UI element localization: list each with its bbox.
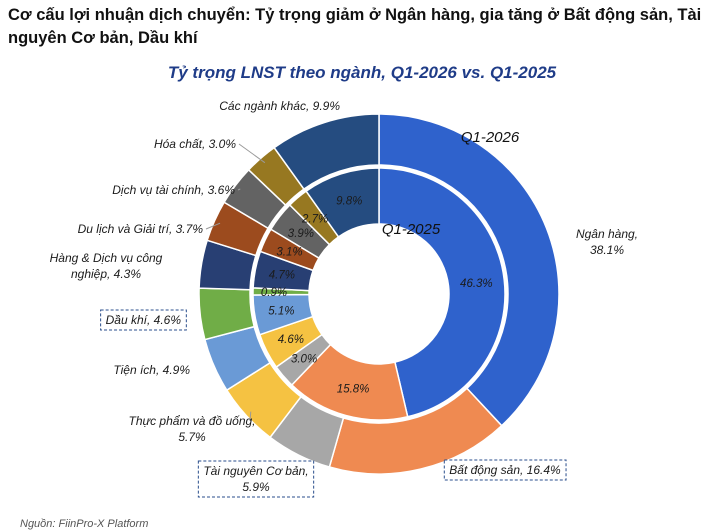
leader-line-thuc-pham-va-do-uong	[249, 411, 252, 422]
inner-slice-ngan-hang	[378, 167, 506, 418]
outer-label-line: Hàng & Dịch vụ công	[50, 251, 163, 265]
outer-label-dau-khi: Dầu khí, 4.6%	[100, 309, 187, 331]
headline: Cơ cấu lợi nhuận dịch chuyển: Tỷ trọng g…	[8, 6, 702, 47]
leader-line-du-lich-va-giai-tri	[205, 222, 221, 230]
outer-label-text: Dầu khí, 4.6%	[106, 313, 182, 327]
outer-ring	[198, 113, 560, 475]
outer-label-text: Bất động sản, 16.4%	[449, 463, 561, 477]
outer-label-tai-nguyen-co-ban: Tài nguyên Cơ bản, 5.9%	[197, 460, 315, 498]
label-highlight-box	[443, 459, 567, 481]
outer-label-hang-dich-vu-cong-nghiep: Hàng & Dịch vụ công nghiệp, 4.3%	[50, 251, 163, 281]
inner-label-bat-dong-san: 15.8%	[337, 384, 370, 396]
outer-label-text: Hóa chất, 3.0%	[154, 137, 236, 151]
outer-label-text: Dịch vụ tài chính, 3.6%	[112, 183, 235, 197]
outer-label-line: 38.1%	[590, 243, 624, 257]
label-highlight-box	[197, 460, 315, 498]
inner-label-hang-dich-vu-cong-nghiep: 4.7%	[269, 270, 295, 282]
outer-label-dich-vu-tai-chinh: Dịch vụ tài chính, 3.6%	[112, 183, 235, 197]
outer-label-line: nghiệp, 4.3%	[71, 267, 141, 281]
outer-label-hoa-chat: Hóa chất, 3.0%	[154, 137, 236, 151]
inner-label-du-lich-va-giai-tri: 3.1%	[276, 247, 302, 259]
slice-labels: 46.3% 15.8% 3.0% 4.6% 5.1% 0.9% 4.7% 3.1% 3.9% 2.…	[50, 99, 638, 498]
chart-title: Tỷ trọng LNST theo ngành, Q1-2026 vs. Q1…	[167, 63, 557, 82]
outer-label-line: 5.7%	[178, 430, 206, 444]
outer-label-bat-dong-san: Bất động sản, 16.4%	[443, 459, 567, 481]
outer-label-text: Du lịch và Giải trí, 3.7%	[78, 222, 204, 236]
outer-slice-ngan-hang	[378, 113, 560, 427]
outer-label-du-lich-va-giai-tri: Du lịch và Giải trí, 3.7%	[78, 222, 204, 236]
outer-label-line: Du lịch và Giải trí, 3.7%	[78, 222, 204, 236]
outer-label-text: Các ngành khác, 9.9%	[219, 99, 340, 113]
outer-label-line: Dầu khí, 4.6%	[106, 313, 182, 327]
outer-label-tien-ich: Tiện ích, 4.9%	[113, 363, 190, 377]
outer-label-line: Các ngành khác, 9.9%	[219, 99, 340, 113]
inner-label-cac-nganh-khac: 9.8%	[336, 196, 362, 208]
outer-slice-cac-nganh-khac	[273, 113, 380, 191]
outer-label-line: Hóa chất, 3.0%	[154, 137, 236, 151]
inner-label-tai-nguyen-co-ban: 3.0%	[291, 354, 317, 366]
leader-line-hoa-chat	[238, 143, 266, 164]
leader-line-dich-vu-tai-chinh	[237, 188, 241, 191]
outer-label-text: Thực phẩm và đồ uống, 5.7%	[128, 414, 255, 444]
outer-label-text: Ngân hàng, 38.1%	[576, 227, 638, 257]
outer-label-line: Dịch vụ tài chính, 3.6%	[112, 183, 235, 197]
outer-label-line: Tiện ích, 4.9%	[113, 363, 190, 377]
outer-label-cac-nganh-khac: Các ngành khác, 9.9%	[219, 99, 340, 113]
outer-label-line: Thực phẩm và đồ uống,	[128, 414, 255, 428]
inner-label-dau-khi: 0.9%	[261, 287, 287, 299]
outer-label-line: 5.9%	[242, 480, 270, 494]
outer-label-thuc-pham-va-do-uong: Thực phẩm và đồ uống, 5.7%	[128, 414, 255, 444]
outer-label-text: Tiện ích, 4.9%	[113, 363, 190, 377]
outer-label-line: Tài nguyên Cơ bản,	[203, 464, 308, 478]
inner-ring	[252, 167, 506, 421]
outer-label-ngan-hang: Ngân hàng, 38.1%	[576, 227, 638, 257]
inner-ring-label: Q1-2025	[382, 221, 441, 238]
label-highlight-box	[100, 309, 187, 331]
inner-label-ngan-hang: 46.3%	[460, 278, 493, 290]
outer-label-line: Bất động sản, 16.4%	[449, 463, 561, 477]
inner-label-hoa-chat: 2.7%	[301, 213, 328, 225]
inner-label-thuc-pham-va-do-uong: 4.6%	[278, 334, 304, 346]
leader-lines	[205, 143, 266, 422]
outer-label-text: Hàng & Dịch vụ công nghiệp, 4.3%	[50, 251, 163, 281]
source-note: Nguồn: FiinPro-X Platform	[20, 518, 149, 530]
outer-label-text: Tài nguyên Cơ bản, 5.9%	[203, 464, 308, 494]
inner-label-dich-vu-tai-chinh: 3.9%	[288, 228, 314, 240]
inner-label-tien-ich: 5.1%	[268, 306, 294, 318]
inner-slice-cac-nganh-khac	[305, 167, 380, 238]
outer-ring-label: Q1-2026	[461, 129, 520, 146]
outer-label-line: Ngân hàng,	[576, 227, 638, 241]
